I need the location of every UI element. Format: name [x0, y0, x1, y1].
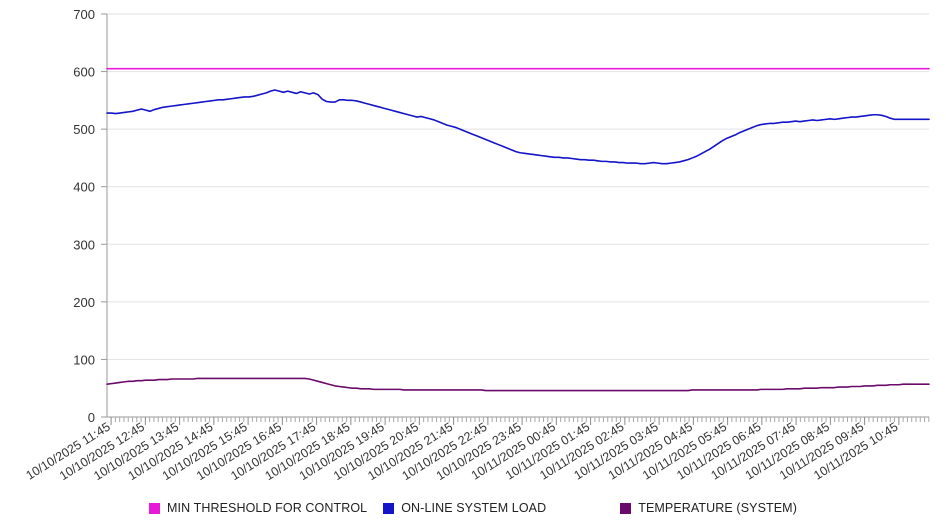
svg-text:100: 100	[73, 352, 95, 367]
y-axis: 0 100 200 300 400 500 600 700	[73, 7, 108, 425]
legend-item-label: TEMPERATURE (SYSTEM)	[638, 501, 797, 515]
legend-item-label: ON-LINE SYSTEM LOAD	[401, 501, 547, 515]
svg-text:0: 0	[88, 410, 95, 425]
svg-text:200: 200	[73, 295, 95, 310]
legend-item-label: MIN THRESHOLD FOR CONTROL	[167, 501, 368, 515]
legend-swatch-icon	[620, 502, 632, 514]
chart-legend: MIN THRESHOLD FOR CONTROL ON-LINE SYSTEM…	[0, 496, 946, 520]
legend-item-min-threshold-for-control[interactable]: MIN THRESHOLD FOR CONTROL	[149, 501, 367, 515]
legend-swatch-icon	[149, 502, 161, 514]
svg-text:600: 600	[73, 65, 95, 80]
svg-text:500: 500	[73, 122, 95, 137]
series-lines	[106, 67, 930, 392]
svg-text:400: 400	[73, 180, 95, 195]
x-axis	[107, 416, 930, 425]
legend-item-temperature-system[interactable]: TEMPERATURE (SYSTEM)	[620, 501, 797, 515]
gridlines	[107, 13, 929, 360]
legend-item-on-line-system-load[interactable]: ON-LINE SYSTEM LOAD	[383, 501, 546, 515]
svg-text:700: 700	[73, 7, 95, 22]
legend-swatch-icon	[383, 502, 395, 514]
svg-text:300: 300	[73, 237, 95, 252]
